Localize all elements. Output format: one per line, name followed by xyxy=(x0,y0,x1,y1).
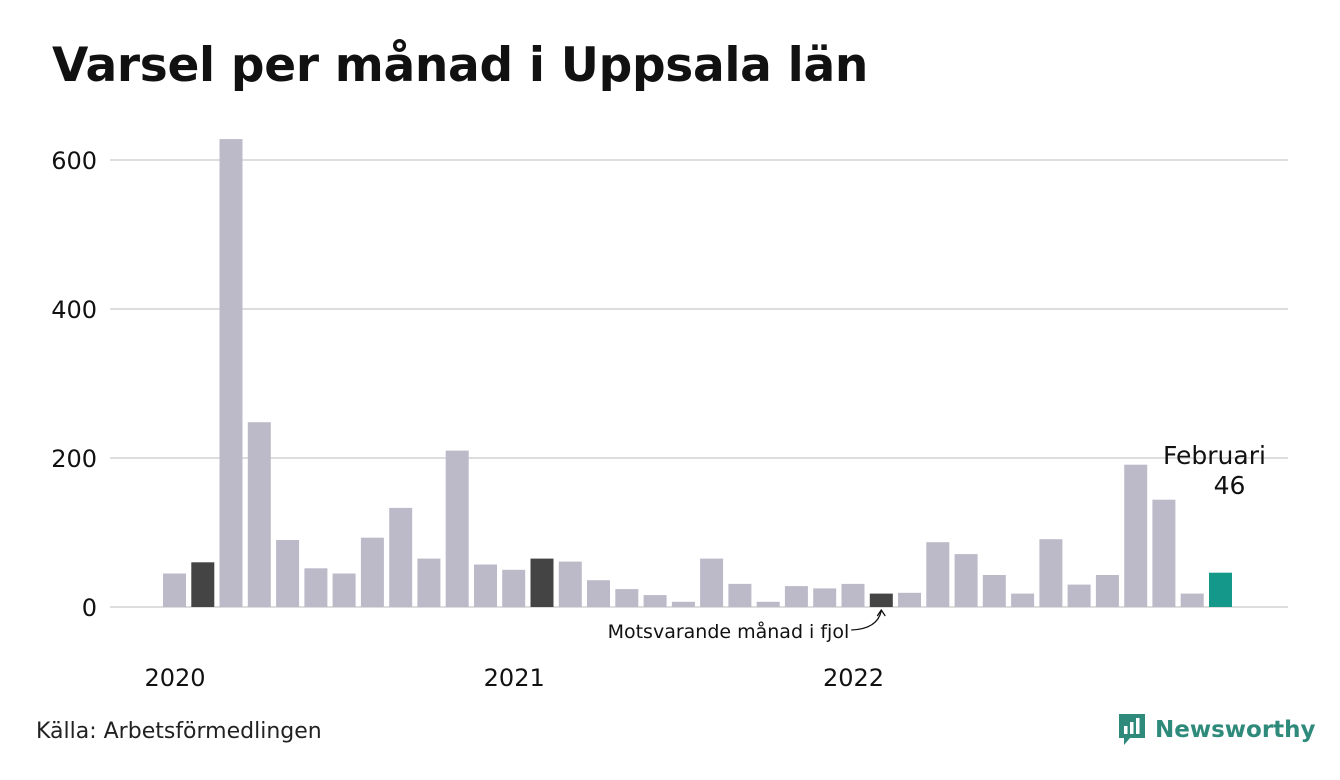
bar xyxy=(502,569,526,608)
y-tick-label: 600 xyxy=(51,147,97,175)
previous-year-annotation: Motsvarande månad i fjol xyxy=(608,620,850,643)
x-year-label: 2020 xyxy=(144,664,205,692)
bar xyxy=(813,588,837,607)
x-year-label: 2022 xyxy=(823,664,884,692)
bar xyxy=(1039,539,1063,607)
bar xyxy=(784,586,808,607)
current-value-label: 46 xyxy=(1214,471,1246,500)
bar xyxy=(615,589,639,607)
bar xyxy=(728,583,752,607)
x-year-label: 2021 xyxy=(484,664,545,692)
bar xyxy=(954,554,978,607)
bar xyxy=(304,568,328,607)
x-axis-year-labels: 2020 2021 2022 xyxy=(144,664,884,692)
current-month-label: Februari xyxy=(1163,441,1266,470)
y-tick-label: 400 xyxy=(51,296,97,324)
bar xyxy=(700,558,724,607)
bar xyxy=(1124,464,1148,607)
bar xyxy=(219,139,243,607)
chart-title: Varsel per månad i Uppsala län xyxy=(52,38,869,93)
previous-year-arrow xyxy=(851,608,886,631)
annotations: Motsvarande månad i fjol Februari 46 xyxy=(608,441,1266,643)
bar xyxy=(417,558,441,607)
bar-comparison xyxy=(191,562,215,607)
bar xyxy=(1067,584,1091,607)
bar xyxy=(898,592,921,607)
brand-name: Newsworthy xyxy=(1155,717,1316,743)
bar xyxy=(1152,499,1176,607)
bar xyxy=(643,595,667,607)
bar xyxy=(332,573,356,607)
source-note: Källa: Arbetsförmedlingen xyxy=(36,719,322,744)
brand-logo[interactable]: Newsworthy xyxy=(1117,712,1316,748)
bar xyxy=(756,601,780,607)
bars xyxy=(163,139,1232,608)
bar xyxy=(982,575,1006,607)
bar xyxy=(276,540,300,607)
bar-comparison xyxy=(530,558,554,607)
bar xyxy=(841,583,865,607)
bar xyxy=(474,564,497,607)
bar xyxy=(926,542,950,607)
bar xyxy=(1180,593,1204,607)
y-tick-label: 0 xyxy=(82,594,97,622)
y-axis-tick-labels: 0 200 400 600 xyxy=(51,147,97,622)
bar xyxy=(671,601,695,607)
newsworthy-logo-icon xyxy=(1119,714,1145,745)
bar xyxy=(558,561,582,607)
gridlines xyxy=(110,159,1288,608)
y-tick-label: 200 xyxy=(51,445,97,473)
bar xyxy=(587,580,610,607)
bar xyxy=(247,422,271,607)
bar xyxy=(1095,575,1119,607)
bar-comparison xyxy=(869,593,893,607)
bar xyxy=(445,450,469,607)
bar xyxy=(163,573,186,607)
bar xyxy=(389,507,413,607)
bar xyxy=(360,537,384,607)
bar xyxy=(1011,593,1035,607)
bar-highlight xyxy=(1209,572,1232,607)
